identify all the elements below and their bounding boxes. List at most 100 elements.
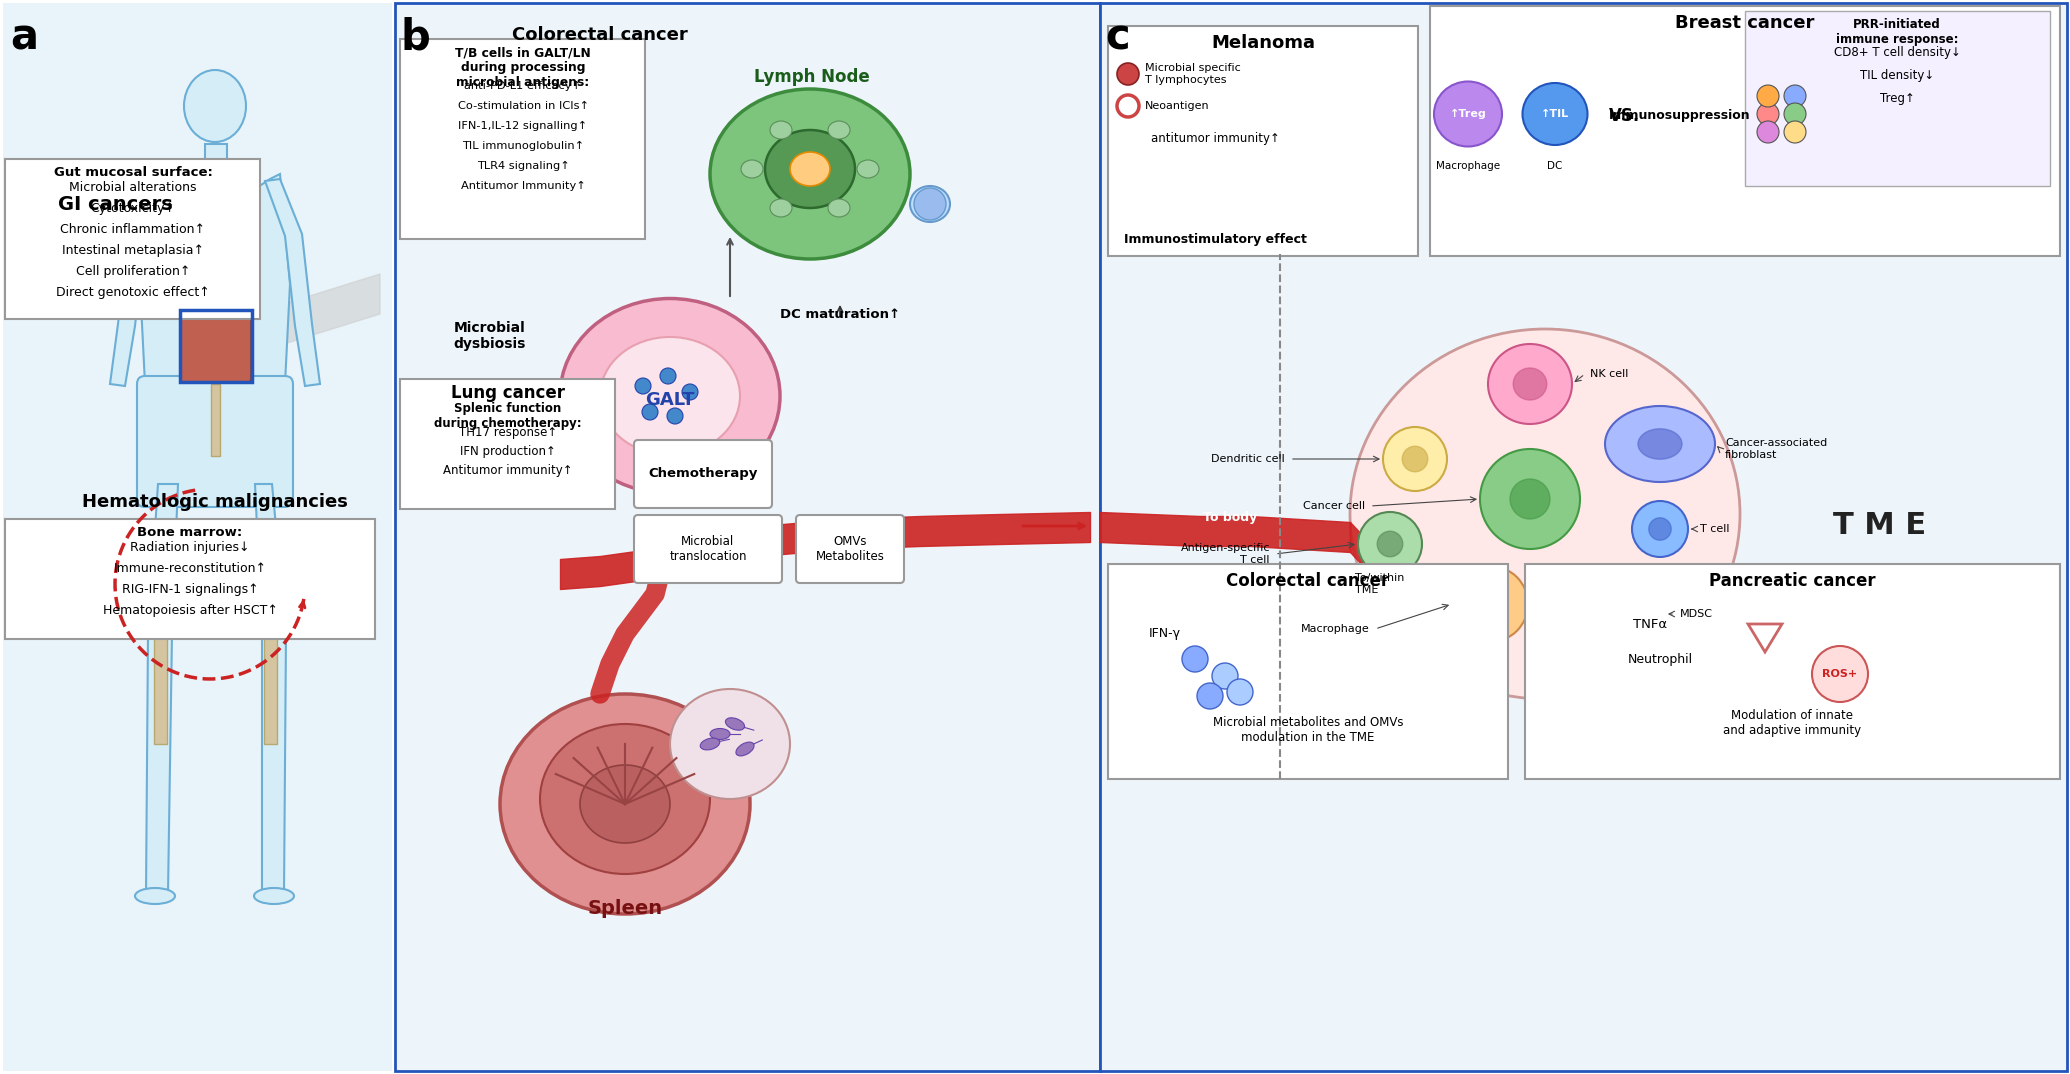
Circle shape xyxy=(1757,85,1778,107)
Circle shape xyxy=(681,384,698,400)
Text: Colorectal cancer: Colorectal cancer xyxy=(1225,572,1389,590)
Ellipse shape xyxy=(1604,584,1664,644)
Text: TLR4 signaling↑: TLR4 signaling↑ xyxy=(476,161,569,171)
Text: Immunosuppression: Immunosuppression xyxy=(1608,110,1751,122)
Text: PRR-initiated
immune response:: PRR-initiated immune response: xyxy=(1836,18,1958,46)
FancyBboxPatch shape xyxy=(633,440,772,508)
Text: anti-PD-L1 efficacy↑: anti-PD-L1 efficacy↑ xyxy=(464,81,582,91)
FancyBboxPatch shape xyxy=(633,516,782,583)
Ellipse shape xyxy=(700,738,720,750)
FancyBboxPatch shape xyxy=(1745,11,2049,186)
Ellipse shape xyxy=(1383,427,1447,491)
Text: Macrophage: Macrophage xyxy=(1302,624,1370,634)
Polygon shape xyxy=(253,274,381,354)
Text: Microbial
dysbiosis: Microbial dysbiosis xyxy=(453,321,526,351)
Text: IFN production↑: IFN production↑ xyxy=(460,445,557,458)
Text: Lung cancer: Lung cancer xyxy=(451,384,565,402)
Ellipse shape xyxy=(203,292,224,316)
Ellipse shape xyxy=(1488,344,1571,424)
Text: Hematologic malignancies: Hematologic malignancies xyxy=(83,493,348,511)
Text: T M E: T M E xyxy=(1834,511,1927,540)
Ellipse shape xyxy=(1650,518,1670,540)
Ellipse shape xyxy=(766,130,855,208)
Text: Microbial alterations: Microbial alterations xyxy=(68,182,197,194)
Ellipse shape xyxy=(1631,500,1687,557)
Text: a: a xyxy=(10,16,37,58)
Ellipse shape xyxy=(1435,82,1503,146)
Text: IFN-γ: IFN-γ xyxy=(1149,627,1182,640)
Text: Microbial metabolites and OMVs
modulation in the TME: Microbial metabolites and OMVs modulatio… xyxy=(1213,716,1403,744)
FancyBboxPatch shape xyxy=(400,379,615,509)
Text: VS.: VS. xyxy=(1608,107,1642,125)
Ellipse shape xyxy=(671,690,791,799)
Circle shape xyxy=(1757,103,1778,125)
Ellipse shape xyxy=(1604,406,1716,482)
FancyBboxPatch shape xyxy=(4,159,261,319)
Text: Melanoma: Melanoma xyxy=(1211,34,1314,52)
Ellipse shape xyxy=(1623,603,1648,626)
Text: Chronic inflammation↑: Chronic inflammation↑ xyxy=(60,223,205,236)
Polygon shape xyxy=(1747,624,1782,652)
Text: Antitumor immunity↑: Antitumor immunity↑ xyxy=(443,464,573,477)
FancyBboxPatch shape xyxy=(1107,26,1418,256)
Ellipse shape xyxy=(741,160,764,178)
Ellipse shape xyxy=(1350,329,1741,699)
Circle shape xyxy=(635,378,650,394)
Text: b: b xyxy=(400,16,431,58)
Ellipse shape xyxy=(178,261,213,317)
Text: TIL density↓: TIL density↓ xyxy=(1859,69,1933,82)
Ellipse shape xyxy=(1377,532,1403,556)
Text: Intestinal metaplasia↑: Intestinal metaplasia↑ xyxy=(62,244,205,257)
Text: Hematopoiesis after HSCT↑: Hematopoiesis after HSCT↑ xyxy=(104,604,277,616)
FancyBboxPatch shape xyxy=(395,3,1099,1071)
Circle shape xyxy=(1784,85,1805,107)
Ellipse shape xyxy=(911,186,950,222)
Polygon shape xyxy=(147,484,178,894)
Bar xyxy=(211,384,219,456)
FancyBboxPatch shape xyxy=(797,516,905,583)
Circle shape xyxy=(1196,683,1223,709)
Text: Splenic function
during chemotherapy:: Splenic function during chemotherapy: xyxy=(435,402,582,430)
Text: MDSC: MDSC xyxy=(1681,609,1714,619)
Text: T/B cells in GALT/LN
during processing
microbial antigens:: T/B cells in GALT/LN during processing m… xyxy=(455,46,590,89)
Text: Gut mucosal surface:: Gut mucosal surface: xyxy=(54,166,213,179)
Text: Treg↑: Treg↑ xyxy=(1880,92,1915,105)
Text: c: c xyxy=(1105,16,1130,58)
Ellipse shape xyxy=(1451,566,1528,642)
Polygon shape xyxy=(255,484,286,894)
Ellipse shape xyxy=(828,121,851,139)
Ellipse shape xyxy=(201,226,230,246)
Ellipse shape xyxy=(1513,368,1546,400)
Circle shape xyxy=(1118,95,1139,117)
Text: TIL immunoglobulin↑: TIL immunoglobulin↑ xyxy=(462,141,584,151)
Text: Lymph Node: Lymph Node xyxy=(753,68,869,86)
Ellipse shape xyxy=(180,303,209,325)
Circle shape xyxy=(1784,121,1805,143)
Ellipse shape xyxy=(724,717,745,730)
Circle shape xyxy=(1757,121,1778,143)
FancyBboxPatch shape xyxy=(137,376,294,507)
Text: ↑Treg: ↑Treg xyxy=(1449,108,1486,119)
Text: To body: To body xyxy=(1203,510,1256,523)
Circle shape xyxy=(642,404,658,420)
Text: Cytotoxicity↑: Cytotoxicity↑ xyxy=(91,202,176,215)
Text: IFN-1,IL-12 signalling↑: IFN-1,IL-12 signalling↑ xyxy=(457,121,588,131)
Ellipse shape xyxy=(770,199,793,217)
Ellipse shape xyxy=(600,337,739,455)
Text: ROS+: ROS+ xyxy=(1822,669,1857,679)
Text: CD8+ T cell density↓: CD8+ T cell density↓ xyxy=(1834,46,1960,59)
Ellipse shape xyxy=(135,888,176,904)
Text: To/within
TME: To/within TME xyxy=(1356,574,1403,595)
Text: Cancer-associated
fibroblast: Cancer-associated fibroblast xyxy=(1724,438,1828,460)
FancyBboxPatch shape xyxy=(2,3,391,1071)
Text: OMVs
Metabolites: OMVs Metabolites xyxy=(816,535,884,563)
Text: DC maturation↑: DC maturation↑ xyxy=(780,307,900,320)
Circle shape xyxy=(1167,616,1192,642)
Polygon shape xyxy=(265,179,321,386)
Circle shape xyxy=(1784,103,1805,125)
Text: T cell: T cell xyxy=(1699,524,1731,534)
Text: RIG-IFN-1 signalings↑: RIG-IFN-1 signalings↑ xyxy=(122,583,259,596)
Text: Spleen: Spleen xyxy=(588,900,662,918)
Circle shape xyxy=(1207,596,1234,622)
Text: TNFα: TNFα xyxy=(1633,618,1666,630)
